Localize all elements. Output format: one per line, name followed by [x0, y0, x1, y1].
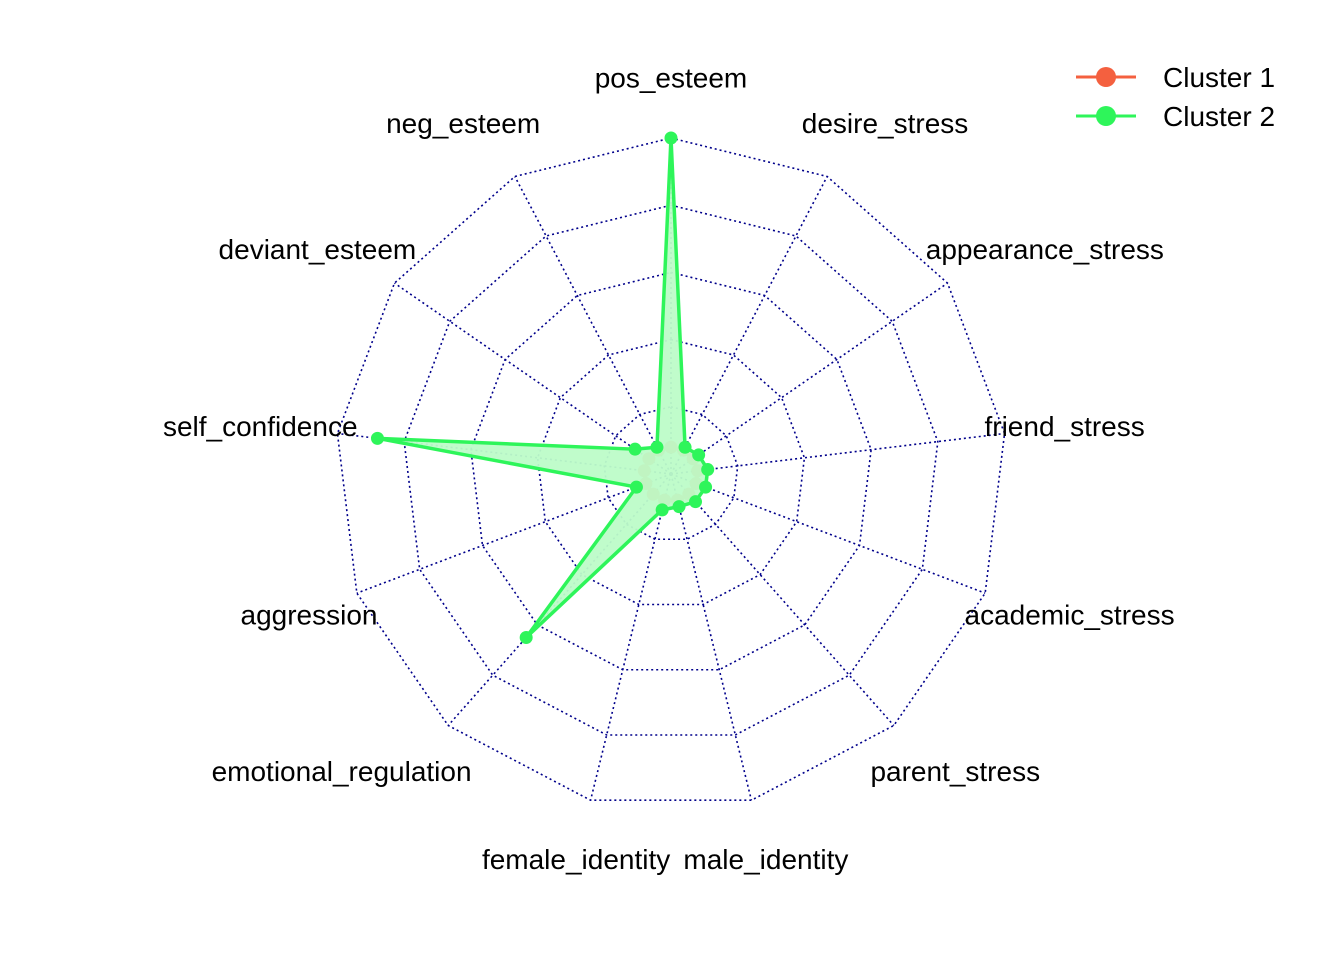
data-point-neg_esteem	[650, 440, 664, 454]
grid-spoke-male_identity	[670, 473, 753, 801]
data-point-appearance_stress	[692, 448, 706, 462]
axis-label-parent_stress: parent_stress	[870, 756, 1040, 787]
axis-label-aggression: aggression	[241, 600, 378, 631]
axis-label-appearance_stress: appearance_stress	[926, 234, 1164, 265]
axis-label-desire_stress: desire_stress	[802, 108, 969, 139]
data-point-parent_stress	[689, 495, 703, 509]
data-point-male_identity	[672, 500, 686, 514]
legend: Cluster 1 Cluster 2	[1076, 62, 1275, 132]
data-point-self_confidence	[370, 431, 384, 445]
axis-label-neg_esteem: neg_esteem	[386, 108, 540, 139]
axis-label-friend_stress: friend_stress	[984, 411, 1144, 442]
data-point-friend_stress	[701, 463, 715, 477]
grid-ring-2	[536, 338, 806, 606]
grid-spoke-female_identity	[589, 473, 672, 801]
grid-ring-3	[470, 271, 872, 671]
grid-ring-5	[336, 137, 1006, 802]
grid-ring-4	[403, 204, 939, 736]
data-point-deviant_esteem	[628, 442, 642, 456]
grid-spoke-desire_stress	[670, 176, 828, 475]
data-point-pos_esteem	[664, 131, 678, 145]
series-2	[370, 131, 715, 644]
data-point-aggression	[629, 480, 643, 494]
axis-labels: pos_esteem desire_stress appearance_stress…	[163, 63, 1175, 875]
axis-label-deviant_esteem: deviant_esteem	[219, 234, 417, 265]
axis-label-emotional_regulation: emotional_regulation	[212, 756, 472, 787]
axis-label-female_identity: female_identity	[482, 844, 670, 875]
grid-spoke-academic_stress	[670, 473, 986, 594]
data-point-female_identity	[655, 503, 669, 517]
legend-label-cluster-1: Cluster 1	[1163, 62, 1275, 93]
data-point-academic_stress	[699, 480, 713, 494]
axis-label-self_confidence: self_confidence	[163, 411, 358, 442]
series-polygon-2	[375, 136, 710, 640]
grid-spoke-parent_stress	[670, 473, 895, 727]
axis-label-male_identity: male_identity	[683, 844, 848, 875]
series-layer	[370, 131, 715, 644]
grid-spoke-appearance_stress	[670, 282, 948, 475]
legend-marker-cluster-1	[1096, 67, 1116, 87]
legend-label-cluster-2: Cluster 2	[1163, 101, 1275, 132]
grid-spoke-aggression	[356, 473, 672, 594]
data-point-desire_stress	[678, 440, 692, 454]
radar-grid	[336, 137, 1006, 802]
grid-spoke-neg_esteem	[514, 176, 672, 475]
axis-label-academic_stress: academic_stress	[965, 600, 1175, 631]
data-point-emotional_regulation	[519, 630, 533, 644]
grid-spoke-deviant_esteem	[394, 282, 672, 475]
grid-spoke-friend_stress	[670, 432, 1005, 475]
legend-marker-cluster-2	[1096, 106, 1116, 126]
axis-label-pos_esteem: pos_esteem	[595, 63, 748, 94]
